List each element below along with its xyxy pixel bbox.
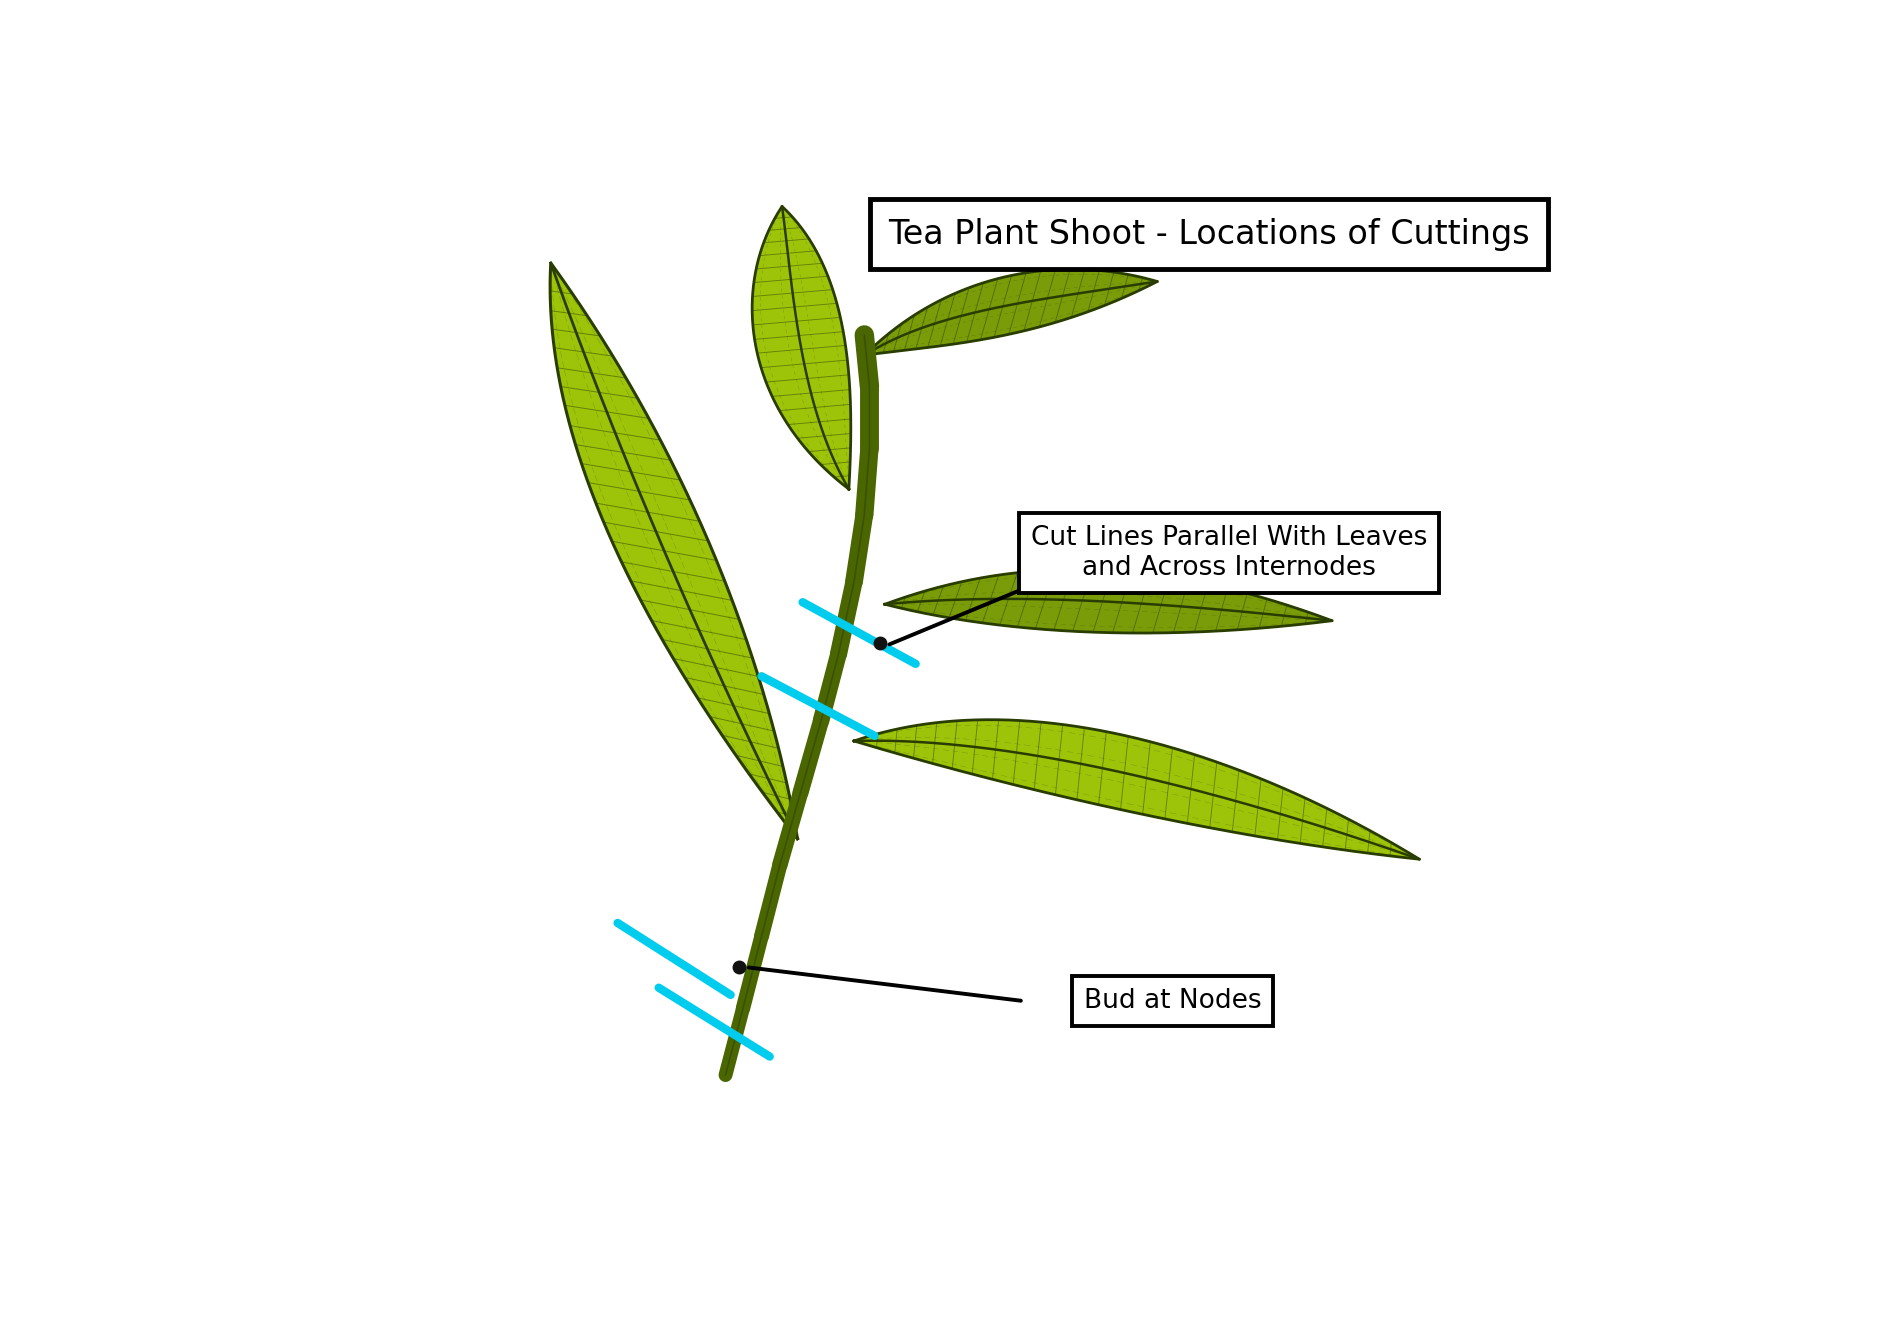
Polygon shape: [885, 570, 1332, 633]
Text: Tea Plant Shoot - Locations of Cuttings: Tea Plant Shoot - Locations of Cuttings: [889, 218, 1530, 251]
Text: Bud at Nodes: Bud at Nodes: [1083, 988, 1262, 1015]
Polygon shape: [551, 263, 798, 838]
Polygon shape: [855, 720, 1419, 860]
Polygon shape: [753, 207, 851, 489]
Polygon shape: [864, 270, 1157, 355]
Text: Cut Lines Parallel With Leaves
and Across Internodes: Cut Lines Parallel With Leaves and Acros…: [1030, 525, 1427, 581]
